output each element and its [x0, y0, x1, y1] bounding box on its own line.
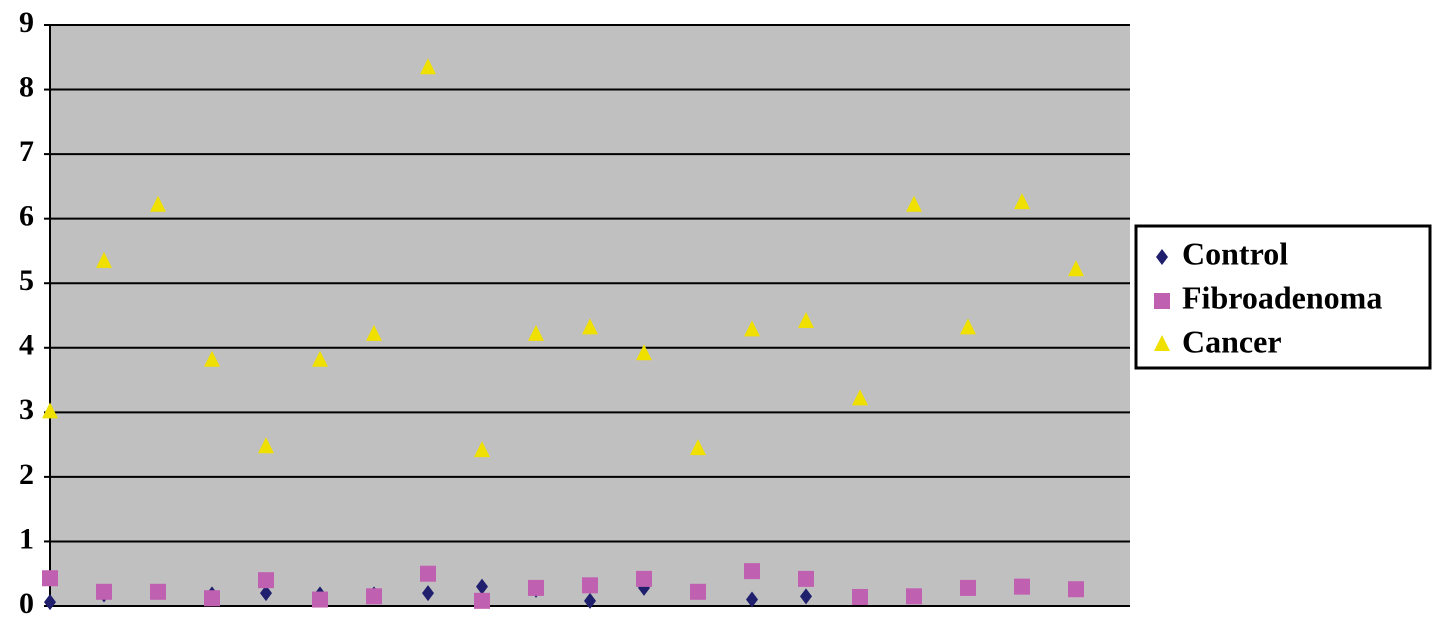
y-tick-label: 2	[19, 458, 34, 491]
marker	[422, 585, 434, 602]
marker	[204, 350, 220, 367]
marker	[798, 570, 814, 587]
marker	[584, 592, 596, 609]
marker	[1014, 578, 1030, 595]
marker	[744, 320, 760, 337]
marker	[1014, 193, 1030, 210]
marker	[258, 437, 274, 454]
marker	[476, 578, 488, 595]
marker	[312, 591, 328, 608]
legend-marker	[1154, 335, 1170, 351]
y-tick-label: 1	[19, 522, 34, 555]
marker	[582, 577, 598, 594]
marker	[42, 570, 58, 587]
marker	[312, 350, 328, 367]
y-tick-label: 6	[19, 200, 34, 233]
legend-label: Control	[1182, 235, 1288, 271]
marker	[906, 588, 922, 605]
marker	[852, 588, 868, 605]
marker	[582, 318, 598, 335]
y-tick-label: 3	[19, 393, 34, 426]
marker	[960, 579, 976, 596]
marker	[1068, 260, 1084, 277]
legend-marker	[1156, 249, 1168, 265]
marker	[690, 583, 706, 600]
marker	[636, 570, 652, 587]
legend	[1134, 224, 1432, 370]
marker	[366, 324, 382, 341]
marker	[258, 572, 274, 589]
marker	[96, 583, 112, 600]
marker	[800, 588, 812, 605]
marker	[1068, 581, 1084, 598]
marker	[96, 251, 112, 268]
y-tick-label: 8	[19, 70, 34, 103]
marker	[204, 590, 220, 607]
marker	[746, 591, 758, 608]
legend-entries: Control Fibroadenoma Cancer	[1154, 235, 1382, 359]
marker	[474, 441, 490, 458]
marker	[366, 588, 382, 605]
marker	[260, 585, 272, 602]
marker	[528, 579, 544, 596]
marker	[474, 592, 490, 609]
marker	[852, 389, 868, 406]
marker	[420, 58, 436, 75]
marker	[906, 195, 922, 212]
marker	[636, 344, 652, 361]
y-tick-label: 7	[19, 135, 34, 168]
marker	[150, 583, 166, 600]
y-tick-label: 5	[19, 264, 34, 297]
marker	[420, 565, 436, 582]
marker	[690, 439, 706, 456]
legend-marker	[1154, 293, 1170, 309]
marker	[42, 402, 58, 419]
y-tick-label: 9	[19, 6, 34, 39]
marker	[150, 195, 166, 212]
y-tick-label: 4	[19, 329, 34, 362]
plot-area	[50, 25, 1130, 606]
marker	[960, 318, 976, 335]
legend-label: Fibroadenoma	[1182, 279, 1382, 315]
marker	[798, 311, 814, 328]
plot: 0 1 2 3 4 5 6 7 8 9	[19, 6, 1130, 620]
y-tick-label: 0	[19, 587, 34, 620]
legend-label: Cancer	[1182, 323, 1282, 359]
marker	[44, 594, 56, 611]
marker	[528, 324, 544, 341]
marker	[744, 563, 760, 580]
